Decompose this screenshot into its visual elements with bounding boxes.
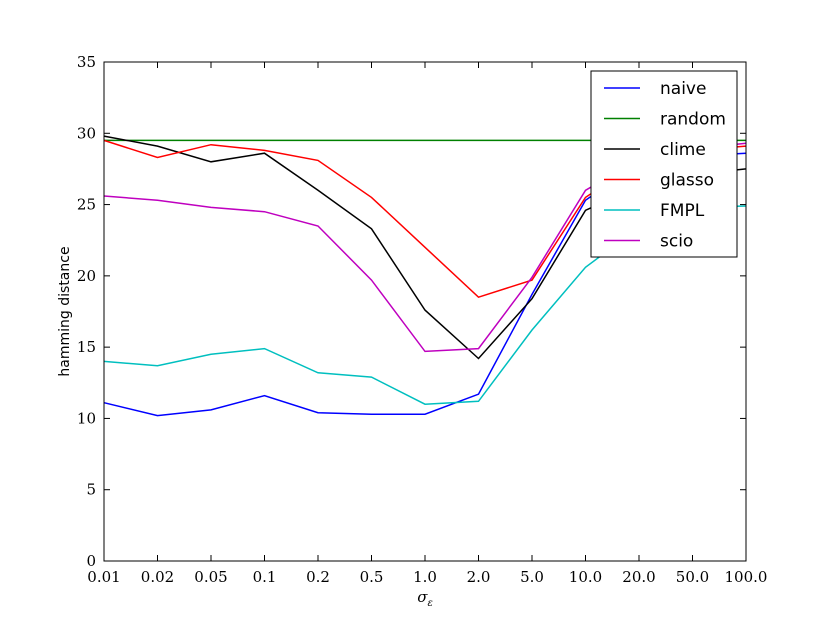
x-tick-label: 20.0 — [622, 568, 655, 586]
legend-label-random: random — [660, 110, 726, 130]
legend-label-scio: scio — [660, 232, 693, 252]
x-tick-label: 0.5 — [360, 568, 384, 586]
legend: naive random clime glasso FMPL scio — [590, 70, 738, 258]
y-axis-label: hamming distance — [57, 246, 73, 376]
y-tick-label: 5 — [86, 481, 96, 499]
x-tick-label: 0.02 — [141, 568, 174, 586]
y-tick-label: 15 — [77, 338, 96, 356]
x-axis-label: σε — [417, 588, 433, 609]
y-tick-label: 10 — [77, 409, 96, 427]
x-axis-label-subscript: ε — [427, 598, 432, 609]
y-tick-label: 0 — [86, 552, 96, 570]
legend-box — [590, 70, 738, 258]
legend-label-fmpl: FMPL — [660, 201, 705, 221]
y-tick-label: 30 — [77, 124, 96, 142]
x-tick-label: 1.0 — [413, 568, 437, 586]
y-tick-label: 25 — [77, 196, 96, 214]
y-tick-label: 20 — [77, 267, 96, 285]
x-tick-label: 100.0 — [725, 568, 768, 586]
legend-label-clime: clime — [660, 140, 706, 160]
x-tick-label: 0.2 — [306, 568, 330, 586]
x-axis-label-symbol: σ — [417, 588, 428, 606]
ticks-layer: 0.01 0.02 0.05 0.1 0.2 0.5 1.0 2.0 5.0 10.0 20.0 50… — [77, 53, 768, 586]
legend-label-glasso: glasso — [660, 171, 714, 191]
x-tick-label: 0.1 — [253, 568, 277, 586]
x-tick-label: 2.0 — [467, 568, 491, 586]
x-tick-label: 0.01 — [87, 568, 120, 586]
legend-label-naive: naive — [660, 79, 706, 99]
y-tick-label: 35 — [77, 53, 96, 71]
x-tick-label: 5.0 — [520, 568, 544, 586]
x-tick-label: 50.0 — [676, 568, 709, 586]
x-tick-label: 0.05 — [194, 568, 227, 586]
x-tick-label: 10.0 — [569, 568, 602, 586]
